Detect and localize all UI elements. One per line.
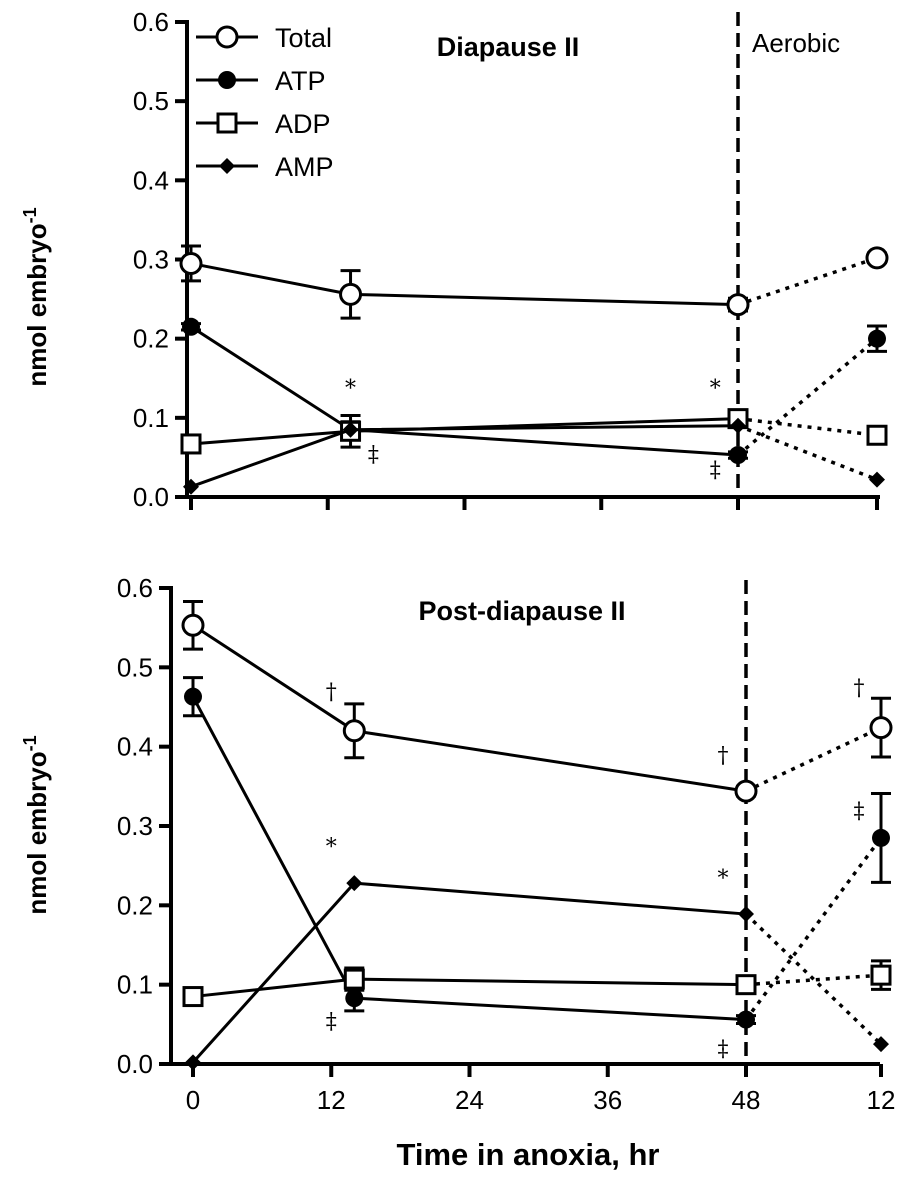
- data-point-atp: [737, 1010, 755, 1029]
- legend-marker-adp: [216, 112, 238, 134]
- data-point-adp: [343, 968, 365, 990]
- data-point-amp: [730, 417, 746, 434]
- x-tick-label: 48: [732, 1085, 761, 1115]
- y-tick-label: 0.0: [117, 1049, 153, 1079]
- y-tick-label: 0.0: [133, 482, 169, 512]
- y-tick-label: 0.3: [133, 245, 169, 275]
- legend-label-total: Total: [275, 23, 332, 53]
- significance-annotation: *: [717, 867, 728, 892]
- series-line-adp: [192, 977, 747, 999]
- y-tick-label: 0.1: [133, 403, 169, 433]
- series-line-total: [190, 261, 739, 307]
- y-axis-label: nmol embryo-1: [20, 207, 52, 386]
- y-tick-label: 0.5: [117, 652, 153, 682]
- series-line-aerobic-total: [745, 726, 882, 793]
- y-axis-label-text: nmol embryo: [22, 223, 52, 386]
- data-point-amp: [873, 1036, 889, 1053]
- legend-label-adp: ADP: [275, 109, 331, 139]
- data-point-atp: [184, 687, 202, 706]
- data-point-atp: [182, 317, 200, 336]
- data-point-amp: [342, 421, 359, 438]
- data-point-total: [179, 251, 203, 275]
- y-tick-label: 0.2: [117, 890, 153, 920]
- legend-label-atp: ATP: [275, 66, 326, 96]
- y-tick-label: 0.2: [133, 324, 169, 354]
- x-tick-label: 36: [593, 1085, 622, 1115]
- x-tick-label: 0: [186, 1085, 200, 1115]
- y-tick-label: 0.6: [117, 573, 153, 603]
- series-line-total: [192, 624, 747, 793]
- y-axis-label-superscript: -1: [20, 735, 40, 751]
- series-line-aerobic-amp: [744, 912, 883, 1046]
- significance-annotation: *: [326, 835, 337, 860]
- legend-marker-amp: [219, 158, 235, 174]
- y-axis-label: nmol embryo-1: [20, 735, 52, 914]
- data-point-total: [181, 613, 205, 637]
- series-line-aerobic-adp: [737, 416, 878, 437]
- panel-diapause-ii: Diapause II Aerobic Total ATP ADP AMP nmol …: [20, 7, 889, 512]
- data-point-adp: [866, 424, 888, 446]
- significance-annotation: ‡: [326, 1009, 337, 1034]
- data-point-adp: [735, 974, 757, 996]
- data-point-total: [869, 716, 893, 740]
- x-axis-label: Time in anoxia, hr: [396, 1137, 659, 1172]
- series-line-aerobic-adp: [745, 973, 882, 987]
- series-line-aerobic-atp: [736, 337, 879, 457]
- legend-marker-total: [215, 25, 239, 49]
- y-axis-label-superscript: -1: [20, 207, 40, 223]
- series-line-aerobic-atp: [744, 836, 883, 1021]
- data-point-atp: [872, 828, 890, 847]
- y-tick-label: 0.4: [133, 165, 169, 195]
- series-line-amp: [190, 424, 739, 489]
- panel-title: Diapause II: [437, 32, 580, 62]
- y-tick-label: 0.3: [117, 811, 153, 841]
- significance-annotation: ‡: [368, 442, 379, 467]
- y-tick-label: 0.1: [117, 970, 153, 1000]
- significance-annotation: *: [345, 377, 356, 402]
- data-point-amp: [738, 906, 754, 923]
- significance-annotation: ‡: [854, 799, 865, 824]
- y-axis-label-text: nmol embryo: [22, 751, 52, 914]
- y-tick-label: 0.4: [117, 732, 153, 762]
- data-point-amp: [183, 478, 199, 495]
- legend-marker-atp: [218, 71, 236, 89]
- data-point-atp: [868, 329, 886, 348]
- y-tick-label: 0.6: [133, 7, 169, 37]
- data-point-adp: [870, 964, 892, 986]
- data-point-amp: [185, 1054, 201, 1071]
- data-point-total: [342, 719, 366, 743]
- data-point-atp: [345, 989, 364, 1008]
- aerobic-label: Aerobic: [752, 28, 840, 58]
- series-line-aerobic-amp: [737, 424, 878, 482]
- x-tick-label: 12: [317, 1085, 346, 1115]
- significance-annotation: ‡: [717, 1037, 728, 1062]
- significance-annotation: †: [717, 744, 728, 769]
- panel-title: Post-diapause II: [418, 596, 625, 626]
- series-line-adp: [190, 417, 739, 446]
- series-line-amp: [191, 881, 747, 1064]
- data-point-total: [726, 293, 750, 317]
- series-line-atp: [190, 325, 739, 457]
- data-point-amp: [346, 875, 363, 892]
- legend-label-amp: AMP: [275, 152, 334, 182]
- data-point-total: [865, 246, 889, 270]
- significance-annotation: *: [710, 377, 721, 402]
- panel-post-diapause-ii: Post-diapause II nmol embryo-1 Time in a…: [20, 573, 895, 1172]
- data-point-amp: [869, 471, 885, 488]
- data-point-total: [734, 779, 758, 803]
- x-tick-label: 12: [867, 1085, 896, 1115]
- x-tick-label: 24: [455, 1085, 484, 1115]
- legend: Total ATP ADP AMP: [196, 23, 334, 182]
- data-point-total: [339, 282, 363, 306]
- series-line-aerobic-total: [737, 256, 878, 307]
- significance-annotation: †: [854, 676, 865, 701]
- data-point-adp: [182, 986, 204, 1008]
- significance-annotation: ‡: [710, 458, 721, 483]
- y-tick-label: 0.5: [133, 86, 169, 116]
- data-point-adp: [180, 433, 202, 455]
- data-point-atp: [729, 446, 747, 465]
- significance-annotation: †: [326, 680, 337, 705]
